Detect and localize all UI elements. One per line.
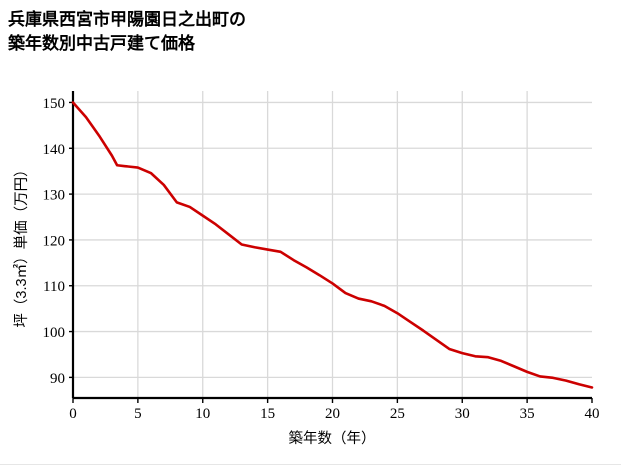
x-tick-label: 10: [195, 406, 210, 422]
y-tick-label: 100: [43, 325, 66, 341]
y-tick-label: 90: [50, 371, 65, 387]
y-tick-label: 140: [43, 142, 66, 158]
x-tick-label: 30: [455, 406, 470, 422]
x-axis-ticks: [72, 398, 593, 403]
y-axis-tick-labels: 90 100 110 120 130 140 150: [43, 96, 66, 387]
x-tick-label: 0: [69, 406, 77, 422]
x-tick-label: 5: [134, 406, 142, 422]
x-tick-label: 15: [260, 406, 275, 422]
x-grid-lines: [137, 91, 528, 398]
y-tick-label: 150: [43, 96, 66, 112]
x-axis-title: 築年数（年）: [289, 429, 376, 447]
y-tick-label: 130: [43, 188, 66, 204]
price-trend-line: [71, 101, 594, 389]
x-axis-tick-labels: 0 5 10 15 20 25 30 35 40: [69, 406, 599, 422]
x-tick-label: 25: [390, 406, 405, 422]
x-tick-label: 40: [585, 406, 600, 422]
y-axis-title: 坪（3.3㎡）単価（万円）: [13, 162, 30, 327]
x-tick-label: 35: [520, 406, 535, 422]
page-title: 兵庫県西宮市甲陽園日之出町の 築年数別中古戸建て価格: [8, 10, 246, 54]
y-axis-ticks: [69, 101, 73, 379]
y-tick-label: 120: [43, 233, 66, 249]
y-tick-label: 110: [43, 279, 65, 295]
x-tick-label: 20: [325, 406, 340, 422]
